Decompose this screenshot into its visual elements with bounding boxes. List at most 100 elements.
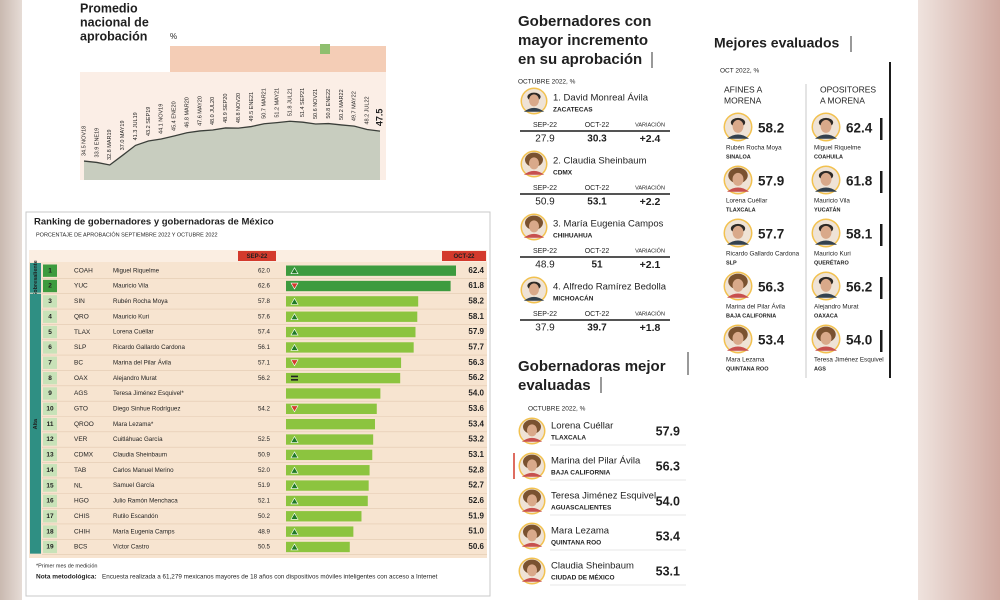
- rank-box: [43, 402, 57, 415]
- entry-value: 53.4: [758, 333, 785, 348]
- entry-state: QUINTANA ROO: [551, 540, 601, 547]
- rank: 10: [46, 406, 54, 413]
- photo-body: [521, 577, 543, 582]
- trend-up: [290, 297, 299, 305]
- rank-box: [43, 448, 57, 462]
- value-bar: [880, 277, 883, 299]
- sep-value: 57.4: [258, 329, 271, 336]
- oct-value: 57.7: [468, 343, 484, 352]
- sep-value: 62.6: [258, 283, 271, 290]
- photo-body: [726, 187, 750, 192]
- entry-name: Marina del Pilar Ávila: [726, 302, 786, 311]
- trend-label: 50.7 MAR21: [262, 88, 268, 119]
- oct-header-bg: [442, 251, 486, 261]
- name: Víctor Castro: [113, 544, 150, 551]
- trend-label: 43.2 SEP19: [146, 107, 152, 136]
- oct-header: OCT-22: [453, 254, 475, 260]
- oct-value: 58.1: [468, 312, 484, 321]
- trend-down: [290, 282, 299, 290]
- name: Ricardo Gallardo Cardona: [113, 344, 185, 351]
- trend-label: 51.4 SEP21: [300, 88, 306, 117]
- bar: [286, 296, 419, 307]
- sep-value: 50.9: [258, 452, 271, 459]
- oct-value: 53.6: [468, 404, 484, 413]
- entry-name: Marina del Pilar Ávila: [551, 456, 641, 467]
- entry-name: Mara Lezama: [551, 526, 610, 537]
- trend-up: [290, 435, 299, 443]
- rank-box: [43, 418, 57, 431]
- women-title: evaluadas: [518, 377, 591, 394]
- rank-box: [43, 341, 57, 354]
- change-value: +2.2: [640, 196, 661, 208]
- rank: 1: [48, 267, 52, 274]
- entry-state: SLP: [726, 260, 737, 266]
- photo-face: [526, 529, 538, 542]
- state: CDMX: [74, 452, 94, 459]
- group-label: Sobresaliente: [33, 260, 39, 296]
- bar: [286, 372, 401, 384]
- sep-value: 50.9: [535, 197, 555, 208]
- oct-value: 53.1: [587, 197, 607, 208]
- photo-face: [526, 459, 538, 472]
- rank-box: [43, 510, 57, 523]
- photo-body: [521, 542, 543, 547]
- sep-value: 48.9: [535, 260, 555, 271]
- rank-box: [43, 295, 57, 308]
- entry-state: COAHUILA: [814, 154, 843, 160]
- entry-state: OAXACA: [814, 313, 838, 319]
- change-value: +1.8: [640, 322, 661, 334]
- backdrop-right: [918, 0, 1000, 600]
- entry-name: Mauricio Kuri: [814, 251, 851, 258]
- oct-value: 53.2: [468, 435, 484, 444]
- state: GTO: [74, 406, 88, 413]
- rank: 15: [46, 482, 54, 489]
- women-subtitle: OCTUBRE 2022, %: [528, 406, 586, 413]
- rank: 6: [48, 344, 52, 351]
- photo-face: [820, 278, 832, 292]
- photo-body: [814, 346, 838, 351]
- trend-title: Promedio: [80, 1, 138, 15]
- rank-box: [43, 264, 57, 277]
- value-bar: [880, 330, 883, 352]
- state: OAX: [74, 375, 88, 382]
- entry-name: Lorena Cuéllar: [726, 198, 767, 205]
- name: Carlos Manuel Merino: [113, 467, 174, 474]
- bar: [286, 434, 374, 445]
- entry-value: 54.0: [656, 494, 680, 508]
- entry-state: CIUDAD DE MÉXICO: [551, 573, 615, 582]
- bar: [286, 357, 402, 368]
- photo-body: [814, 240, 838, 245]
- trend-up: [290, 481, 299, 489]
- state: COAH: [74, 267, 93, 274]
- entry-name: Mara Lezama: [726, 357, 765, 364]
- photo-face: [526, 424, 538, 437]
- oct-value: 56.3: [468, 358, 484, 367]
- entry-name: Rubén Rocha Moya: [726, 145, 782, 152]
- name: Samuel García: [113, 482, 155, 489]
- column-header: SEP-22: [533, 248, 557, 255]
- rank: 9: [48, 390, 52, 397]
- photo-body: [523, 296, 545, 301]
- rank: 12: [46, 436, 54, 443]
- state: VER: [74, 436, 88, 443]
- entry-value: 57.7: [758, 227, 784, 242]
- name: Alejandro Murat: [113, 375, 157, 382]
- column-header: VARIACIÓN: [635, 310, 665, 317]
- trend-title: nacional de: [80, 15, 149, 29]
- sep-value: 54.2: [258, 405, 271, 412]
- rank-box: [43, 433, 57, 446]
- trend-label: 41.3 JUL19: [133, 112, 139, 140]
- state: CHIH: [74, 528, 90, 535]
- rank-box: [43, 279, 57, 293]
- entry-state: CDMX: [553, 170, 573, 177]
- rank-box: [43, 494, 57, 508]
- ranking-title: Ranking de gobernadores y gobernadoras d…: [34, 217, 274, 228]
- sep-value: 56.2: [258, 375, 271, 382]
- value-bar: [880, 118, 883, 140]
- rank-box: [43, 464, 57, 477]
- oct-value: 53.1: [468, 450, 484, 459]
- name: Teresa Jiménez Esquivel*: [113, 390, 184, 397]
- trend-label: 33.9 ENE19: [94, 128, 100, 158]
- entry-name: Claudia Sheinbaum: [551, 561, 634, 572]
- photo-body: [521, 472, 543, 477]
